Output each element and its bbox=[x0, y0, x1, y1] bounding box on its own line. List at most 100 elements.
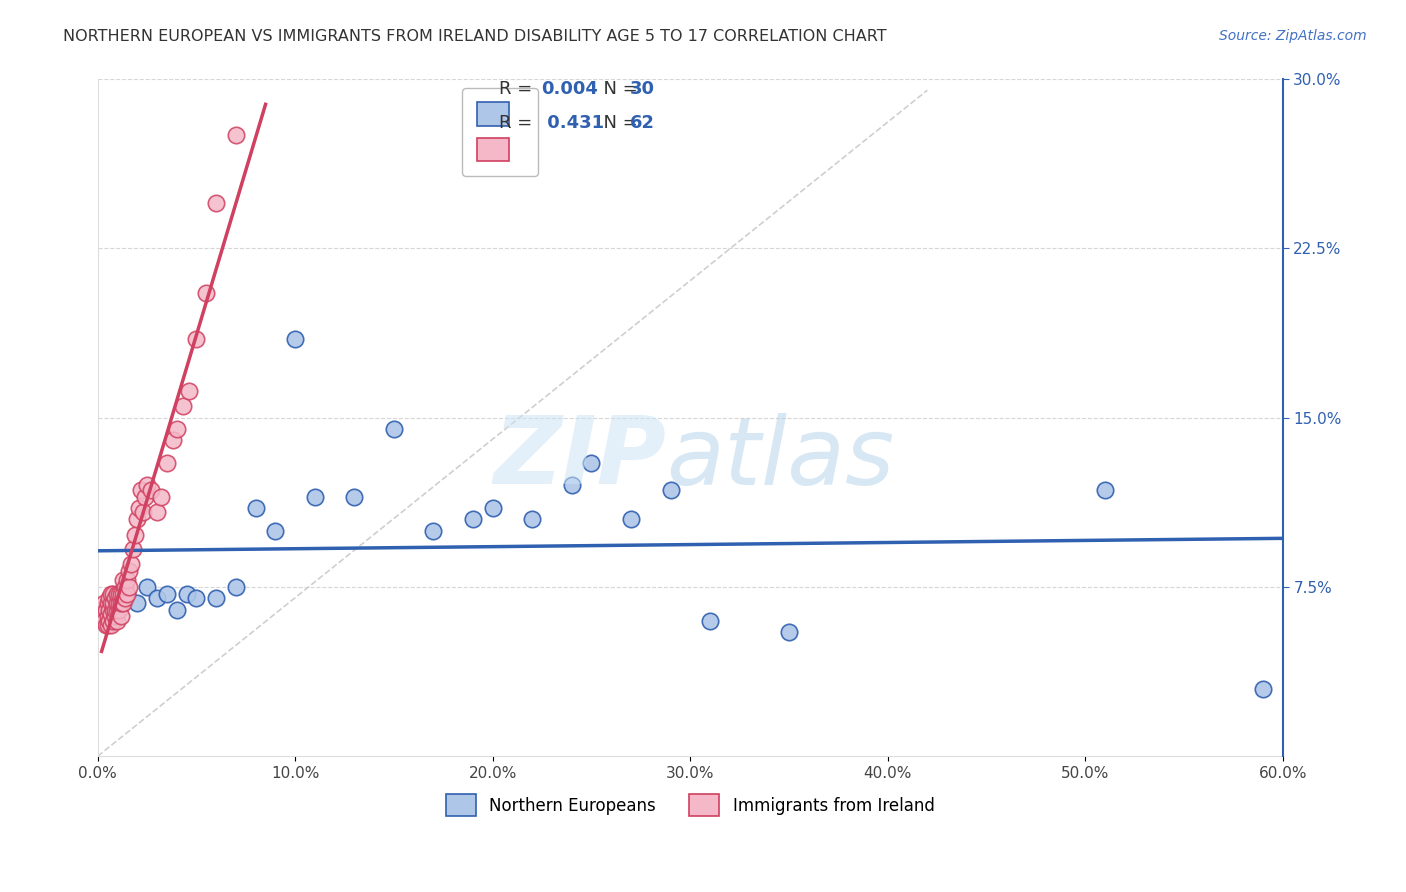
Point bbox=[118, 580, 141, 594]
Text: N =: N = bbox=[592, 80, 644, 98]
Point bbox=[112, 587, 135, 601]
Point bbox=[103, 596, 125, 610]
Point bbox=[105, 602, 128, 616]
Point bbox=[284, 332, 307, 346]
Point bbox=[112, 573, 135, 587]
Point bbox=[245, 500, 267, 515]
Point bbox=[205, 196, 228, 211]
Point bbox=[205, 591, 228, 606]
Point bbox=[100, 587, 122, 601]
Text: 0.004: 0.004 bbox=[541, 80, 598, 98]
Point bbox=[103, 602, 125, 616]
Point bbox=[96, 596, 118, 610]
Point bbox=[156, 587, 179, 601]
Point bbox=[422, 524, 444, 538]
Point bbox=[195, 286, 218, 301]
Point bbox=[100, 607, 122, 621]
Point bbox=[105, 596, 128, 610]
Point bbox=[94, 618, 117, 632]
Point bbox=[561, 478, 583, 492]
Text: ZIP: ZIP bbox=[494, 412, 666, 504]
Point bbox=[94, 602, 117, 616]
Text: N =: N = bbox=[592, 114, 644, 132]
Point bbox=[581, 456, 603, 470]
Point bbox=[110, 609, 132, 624]
Point bbox=[481, 500, 503, 515]
Text: Source: ZipAtlas.com: Source: ZipAtlas.com bbox=[1219, 29, 1367, 43]
Point bbox=[103, 614, 125, 628]
Legend: Northern Europeans, Immigrants from Ireland: Northern Europeans, Immigrants from Irel… bbox=[439, 788, 941, 822]
Point bbox=[93, 596, 115, 610]
Point bbox=[620, 512, 643, 526]
Point bbox=[382, 422, 405, 436]
Point bbox=[122, 541, 145, 556]
Point bbox=[343, 490, 366, 504]
Point bbox=[129, 483, 152, 497]
Point bbox=[117, 587, 139, 601]
Point bbox=[699, 614, 721, 628]
Point bbox=[108, 596, 131, 610]
Point bbox=[149, 490, 172, 504]
Point bbox=[104, 591, 127, 606]
Point bbox=[98, 591, 121, 606]
Point bbox=[105, 587, 128, 601]
Point bbox=[156, 456, 179, 470]
Point bbox=[139, 483, 162, 497]
Point bbox=[90, 602, 112, 616]
Point bbox=[120, 558, 142, 572]
Point bbox=[177, 384, 200, 398]
Point bbox=[104, 602, 127, 616]
Point bbox=[117, 573, 139, 587]
Point bbox=[104, 609, 127, 624]
Point bbox=[110, 587, 132, 601]
Point bbox=[127, 512, 149, 526]
Point bbox=[166, 422, 188, 436]
Point bbox=[105, 591, 128, 606]
Point bbox=[118, 564, 141, 578]
Point bbox=[100, 596, 122, 610]
Point bbox=[659, 483, 682, 497]
Point bbox=[127, 596, 149, 610]
Point bbox=[176, 587, 198, 601]
Text: R =: R = bbox=[499, 80, 538, 98]
Point bbox=[96, 596, 118, 610]
Point bbox=[132, 505, 155, 519]
Point bbox=[98, 602, 121, 616]
Point bbox=[96, 618, 118, 632]
Point bbox=[166, 602, 188, 616]
Point bbox=[100, 618, 122, 632]
Point bbox=[105, 614, 128, 628]
Point bbox=[778, 625, 800, 640]
Point bbox=[93, 614, 115, 628]
Point bbox=[136, 478, 159, 492]
Point bbox=[225, 580, 247, 594]
Text: 30: 30 bbox=[630, 80, 655, 98]
Point bbox=[264, 524, 287, 538]
Point bbox=[96, 609, 118, 624]
Point bbox=[522, 512, 544, 526]
Point bbox=[112, 596, 135, 610]
Point bbox=[225, 128, 247, 143]
Point bbox=[146, 505, 169, 519]
Text: 0.431: 0.431 bbox=[541, 114, 605, 132]
Text: 62: 62 bbox=[630, 114, 655, 132]
Point bbox=[110, 596, 132, 610]
Point bbox=[186, 591, 208, 606]
Text: R =: R = bbox=[499, 114, 538, 132]
Point bbox=[128, 500, 150, 515]
Point bbox=[124, 528, 146, 542]
Point bbox=[304, 490, 326, 504]
Point bbox=[1251, 681, 1274, 696]
Point bbox=[114, 591, 136, 606]
Point bbox=[172, 400, 194, 414]
Point bbox=[114, 580, 136, 594]
Text: atlas: atlas bbox=[666, 413, 894, 504]
Point bbox=[461, 512, 484, 526]
Point bbox=[98, 614, 121, 628]
Point bbox=[136, 580, 159, 594]
Point bbox=[117, 587, 139, 601]
Point bbox=[146, 591, 169, 606]
Point bbox=[134, 490, 156, 504]
Point bbox=[108, 602, 131, 616]
Point bbox=[1094, 483, 1116, 497]
